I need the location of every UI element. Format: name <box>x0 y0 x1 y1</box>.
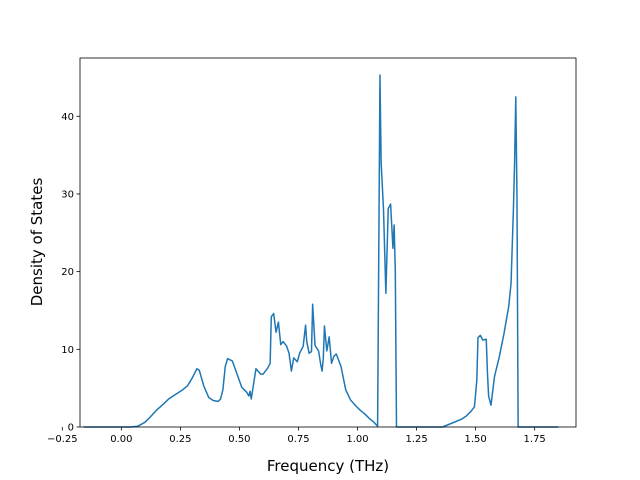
x-tick-label: 1.00 <box>346 434 368 445</box>
x-axis-label: Frequency (THz) <box>267 457 389 475</box>
x-tick-label: 1.25 <box>405 434 427 445</box>
x-tick-label: 0.50 <box>228 434 250 445</box>
x-tick-label: −0.25 <box>47 434 78 445</box>
x-tick-label: 1.75 <box>524 434 546 445</box>
y-tick-label: 30 <box>61 189 74 200</box>
x-tick-label: 0.75 <box>287 434 309 445</box>
x-tick-label: 0.00 <box>110 434 132 445</box>
y-tick-label: 20 <box>61 267 74 278</box>
x-tick-label: 1.50 <box>464 434 486 445</box>
series-line <box>83 74 559 428</box>
y-tick-label: 10 <box>61 345 74 356</box>
x-tick-label: 0.25 <box>169 434 191 445</box>
plot-frame <box>79 57 577 428</box>
y-tick-label: 40 <box>61 112 74 123</box>
y-axis-label: Density of States <box>28 178 46 307</box>
y-tick-label: 0 <box>68 423 74 434</box>
axis-ticks: −0.25 0.00 0.25 0.50 0.75 1.00 1.25 1.50 1.75 0 10… <box>47 112 546 445</box>
plot-background <box>80 58 576 427</box>
